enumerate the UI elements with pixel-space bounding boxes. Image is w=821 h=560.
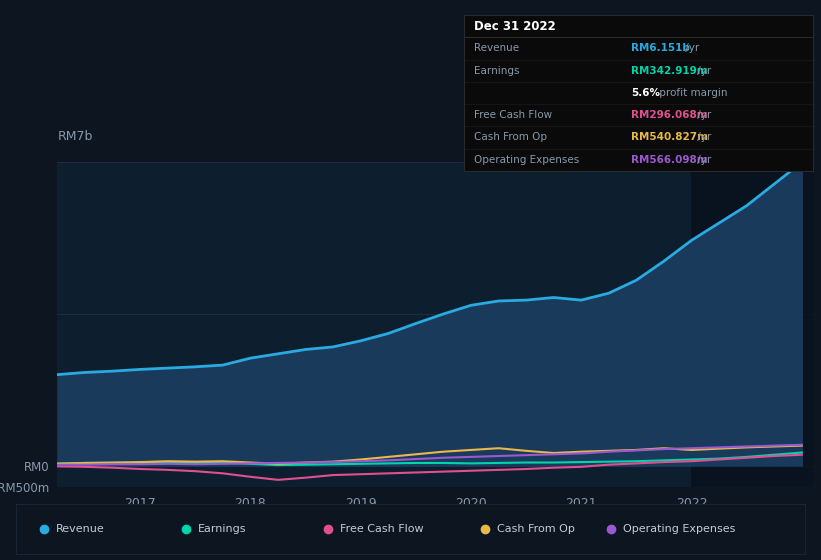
Bar bbox=[691, 162, 813, 487]
Text: Cash From Op: Cash From Op bbox=[498, 524, 575, 534]
Text: Free Cash Flow: Free Cash Flow bbox=[475, 110, 553, 120]
Text: 5.6%: 5.6% bbox=[631, 88, 660, 98]
Text: RM7b: RM7b bbox=[57, 130, 93, 143]
Text: Revenue: Revenue bbox=[475, 44, 520, 54]
Text: Revenue: Revenue bbox=[56, 524, 104, 534]
Text: RM342.919m: RM342.919m bbox=[631, 66, 708, 76]
Text: /yr: /yr bbox=[695, 110, 712, 120]
Text: Earnings: Earnings bbox=[475, 66, 520, 76]
Text: /yr: /yr bbox=[695, 133, 712, 142]
Text: RM540.827m: RM540.827m bbox=[631, 133, 709, 142]
Text: RM6.151b: RM6.151b bbox=[631, 44, 690, 54]
Text: /yr: /yr bbox=[681, 44, 699, 54]
Text: Free Cash Flow: Free Cash Flow bbox=[340, 524, 423, 534]
Text: /yr: /yr bbox=[695, 155, 712, 165]
Text: profit margin: profit margin bbox=[657, 88, 728, 98]
Text: Operating Expenses: Operating Expenses bbox=[623, 524, 736, 534]
Text: Dec 31 2022: Dec 31 2022 bbox=[475, 20, 556, 32]
Text: /yr: /yr bbox=[695, 66, 712, 76]
Text: RM296.068m: RM296.068m bbox=[631, 110, 708, 120]
Text: Cash From Op: Cash From Op bbox=[475, 133, 548, 142]
Text: Earnings: Earnings bbox=[198, 524, 246, 534]
Text: RM566.098m: RM566.098m bbox=[631, 155, 708, 165]
Text: Operating Expenses: Operating Expenses bbox=[475, 155, 580, 165]
